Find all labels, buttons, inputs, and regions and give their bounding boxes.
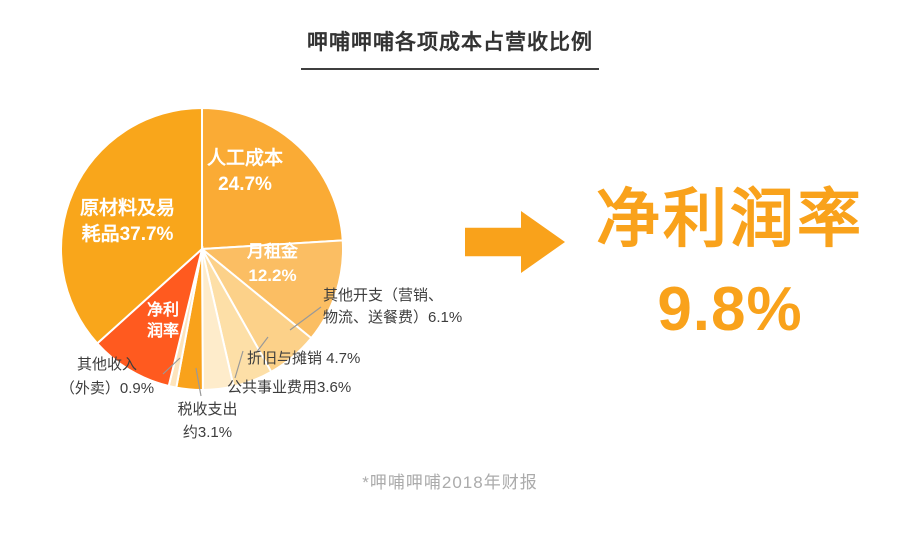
leader-depreciation — [255, 336, 269, 354]
pie-slice-labor — [201, 106, 344, 251]
slice-label-depreciation: 折旧与摊销 4.7% — [247, 350, 361, 367]
leader-utilities — [234, 350, 244, 379]
leader-other-income — [162, 357, 181, 375]
slice-label-other-income: 其他收入 （外卖）0.9% — [59, 356, 155, 397]
leader-lines — [162, 306, 322, 397]
pie-slice-rent — [199, 239, 344, 340]
pie-slice-net-profit — [95, 246, 204, 388]
slice-label-other-expenses: 其他开支（营销、 物流、送餐费）6.1% — [323, 287, 463, 326]
pie-slice-raw-materials — [60, 106, 203, 345]
net-profit-value: 9.8% — [657, 275, 803, 344]
slice-label-labor: 人工成本 24.7% — [206, 148, 283, 195]
pie-slices-group — [60, 106, 344, 392]
slice-label-net-profit: 净利 润率 — [146, 302, 179, 340]
chart-title-wrap: 呷哺呷哺各项成本占营收比例 — [0, 26, 900, 70]
chart-title: 呷哺呷哺各项成本占营收比例 — [301, 26, 599, 70]
slice-label-raw-materials: 原材料及易 耗品37.7% — [79, 198, 175, 245]
source-footnote: *呷哺呷哺2018年财报 — [362, 473, 538, 492]
leader-other-expenses — [289, 306, 322, 331]
slice-label-tax: 税收支出 约3.1% — [177, 401, 238, 441]
leader-tax — [195, 367, 202, 397]
highlight-block: 净利润率 9.8% — [575, 168, 885, 345]
slice-label-utilities: 公共事业费用3.6% — [227, 379, 352, 396]
net-profit-title: 净利润率 — [596, 183, 864, 255]
slice-label-rent: 月租金 12.2% — [247, 242, 298, 285]
